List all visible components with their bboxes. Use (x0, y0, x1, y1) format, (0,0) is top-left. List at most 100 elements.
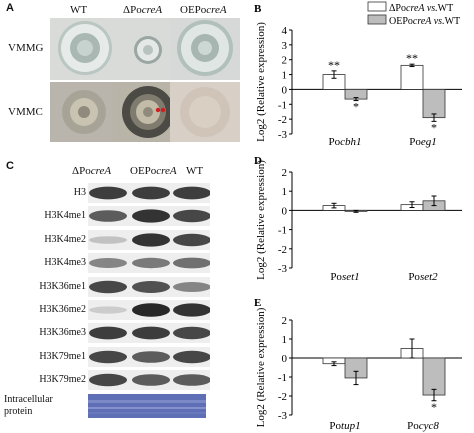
y-tick-label: 2 (282, 315, 288, 327)
blot-band (132, 374, 170, 386)
category-label: Potup1 (329, 420, 360, 432)
label-part: OEPo (130, 165, 157, 177)
y-tick-label: -2 (278, 114, 287, 126)
label-part: WT (70, 4, 88, 16)
blot-row-label: H3K36me3 (39, 327, 86, 339)
label-part: Po (330, 271, 342, 283)
y-tick-label: 4 (282, 25, 288, 37)
y-tick-label: -1 (278, 372, 287, 384)
y-tick-label: -1 (278, 99, 287, 111)
plate-oe-vmmc (170, 82, 240, 142)
plate-oe-vmmg (170, 18, 240, 80)
label-part: ΔPo (123, 4, 142, 16)
blot-row-label: H3 (73, 187, 86, 198)
blot-band (89, 306, 127, 314)
significance-mark: ** (406, 51, 418, 65)
blot-band (173, 374, 210, 386)
panel-label: D (254, 155, 262, 167)
blot-band (89, 326, 127, 340)
blot-strip (88, 229, 210, 250)
blot-band (173, 186, 210, 200)
loading-label-line2: protein (4, 406, 33, 417)
y-axis-label: Log2 (Relative expression) (255, 22, 267, 142)
loading-control-label: Intracellular protein (4, 394, 53, 418)
y-tick-label: 2 (282, 55, 288, 67)
y-tick-label: 0 (282, 353, 288, 365)
blot-band (89, 350, 127, 363)
bar (400, 64, 424, 90)
blot-band (173, 327, 210, 340)
blot-band (89, 258, 127, 269)
marker-dot (160, 107, 166, 113)
colony-image (170, 18, 240, 80)
category-label: Pocyc8 (407, 420, 439, 432)
panel-a-row-label: VMMC (8, 106, 43, 118)
label-part: creA (413, 16, 432, 27)
panel-a-column-header: WT (70, 4, 87, 16)
category-label: Poset2 (408, 271, 438, 283)
blot-strip (88, 370, 210, 391)
blot-band (132, 326, 170, 340)
y-tick-label: 0 (282, 205, 288, 217)
y-tick-label: 1 (282, 70, 288, 82)
legend-label: ΔPocreA vs.WT (389, 3, 453, 14)
label-part: eg1 (421, 136, 437, 148)
significance-mark: * (353, 100, 359, 114)
label-part: WT (438, 3, 454, 14)
y-tick-label: -2 (278, 244, 287, 256)
blot-band (132, 257, 170, 269)
blot-band (132, 280, 170, 293)
panel-c-column-header: ΔPocreA (72, 165, 111, 177)
label-part: creA (206, 4, 227, 16)
panel-label: B (254, 3, 262, 15)
label-part: creA (406, 3, 425, 14)
y-tick-label: -2 (278, 391, 287, 403)
y-tick-label: 2 (282, 167, 288, 179)
gel-texture (88, 400, 206, 414)
blot-band (173, 281, 210, 292)
y-tick-label: 1 (282, 186, 288, 198)
label-part: set2 (420, 271, 438, 283)
label-part: Po (408, 271, 420, 283)
loading-label-line1: Intracellular (4, 394, 53, 405)
label-part: Po (409, 136, 421, 148)
colony-image (170, 82, 240, 142)
panel-c-column-header: OEPocreA (130, 165, 177, 177)
blot-band (132, 303, 170, 317)
y-tick-label: -3 (278, 129, 288, 141)
y-tick-label: -1 (278, 225, 287, 237)
bar (422, 89, 446, 119)
label-part: creA (90, 165, 112, 177)
panel-a-column-header: ΔPocreA (123, 4, 162, 16)
blot-band (173, 210, 210, 223)
blot-band (173, 303, 210, 317)
blot-row-label: H3K36me2 (39, 304, 86, 315)
label-part: tup1 (341, 420, 361, 432)
blot-row-label: H3K79me2 (39, 374, 86, 386)
blot-row-label: H3K79me1 (39, 350, 86, 362)
label-part: ΔPo (72, 165, 91, 177)
blot-band (173, 257, 210, 269)
label-part: vs. (431, 16, 444, 27)
blot-strip (88, 253, 210, 274)
plate-wt-vmmg (50, 18, 120, 80)
y-tick-label: 0 (282, 84, 288, 96)
panel-label: E (254, 297, 261, 309)
blot-strip (88, 346, 210, 367)
y-tick-label: -3 (278, 410, 288, 422)
blot-band (89, 235, 127, 244)
panel-c-label: C (6, 160, 14, 172)
blot-band (132, 350, 170, 363)
blot-row-label: H3K4me2 (44, 233, 86, 245)
y-tick-label: -3 (278, 263, 288, 275)
significance-mark: * (431, 120, 437, 134)
y-axis-label: Log2 (Relative expression) (255, 307, 267, 427)
panel-a-column-header: OEPocreA (180, 4, 227, 16)
label-part: creA (141, 4, 163, 16)
blot-band (132, 233, 170, 247)
panel-c-column-header: WT (186, 165, 203, 177)
label-part: OEPo (389, 16, 413, 27)
blot-band (173, 350, 210, 363)
